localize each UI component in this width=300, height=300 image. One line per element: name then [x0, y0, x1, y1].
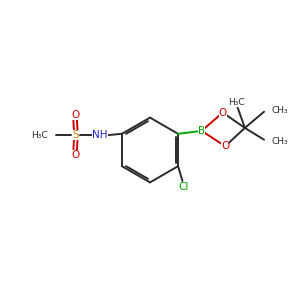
Text: Cl: Cl [179, 182, 189, 192]
Text: NH: NH [92, 130, 108, 140]
Text: CH₃: CH₃ [272, 137, 288, 146]
Text: CH₃: CH₃ [272, 106, 288, 115]
Text: O: O [71, 110, 79, 120]
Text: H₃C: H₃C [228, 98, 244, 106]
Text: O: O [219, 108, 227, 118]
Text: S: S [72, 130, 79, 140]
Text: O: O [221, 141, 229, 151]
Text: B: B [198, 126, 205, 136]
Text: O: O [71, 150, 79, 160]
Text: H₃C: H₃C [31, 131, 47, 140]
